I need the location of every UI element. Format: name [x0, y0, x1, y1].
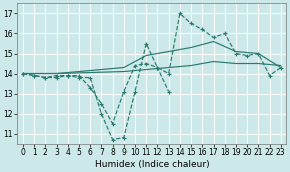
X-axis label: Humidex (Indice chaleur): Humidex (Indice chaleur) — [95, 159, 209, 169]
